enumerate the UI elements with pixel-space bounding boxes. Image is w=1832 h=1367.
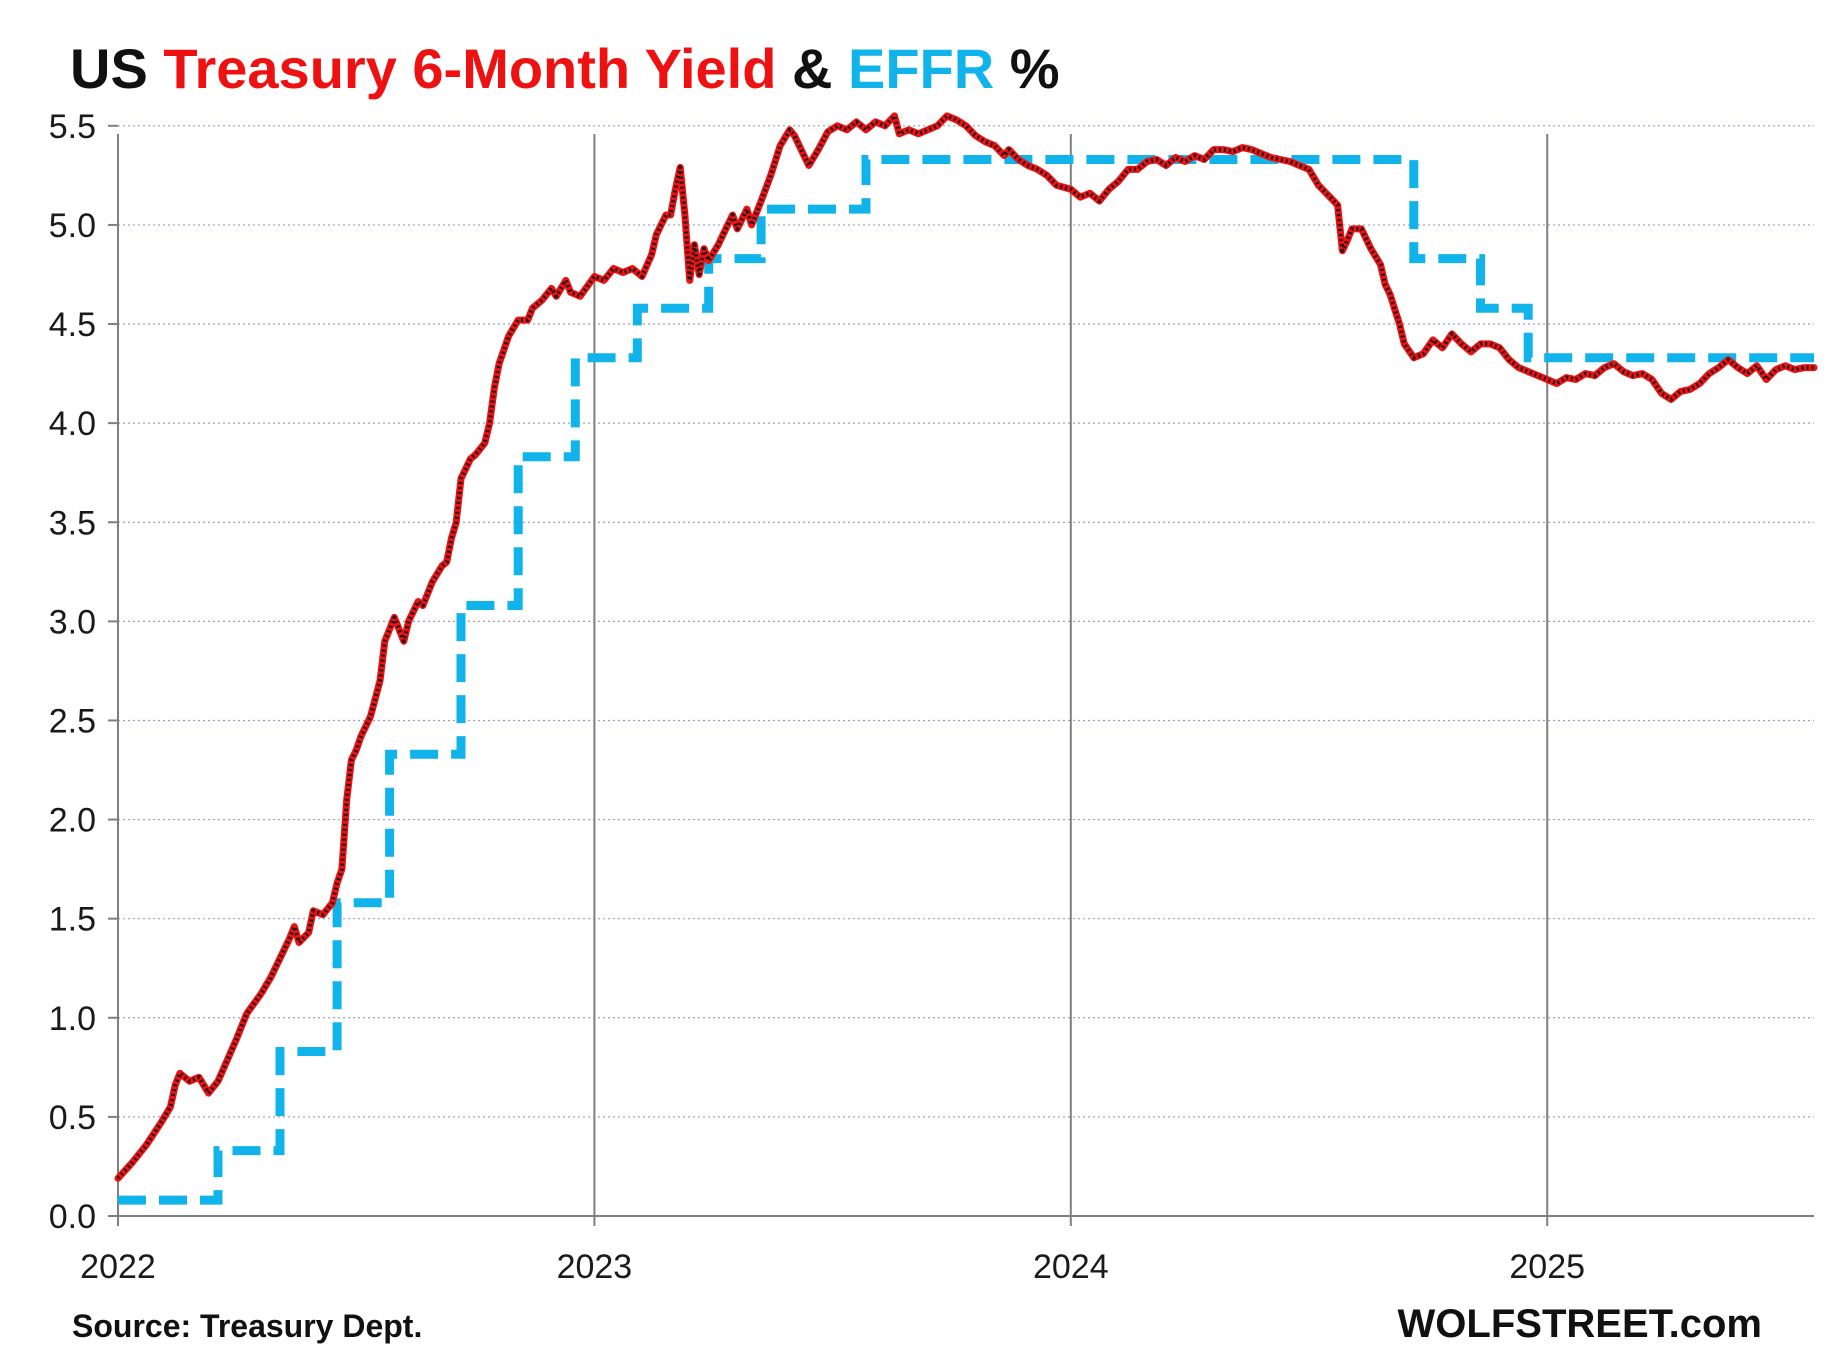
y-tick-labels: 0.0 0.5 1.0 1.5 2.0 2.5 3.0 3.5 4.0 4.5 5.0 5.5 [49,108,96,1236]
year-lines [593,134,1549,1216]
title-treasury: Treasury 6-Month Yield [163,37,776,100]
x-tick-label: 2022 [80,1248,156,1286]
treasury-yield-dots [116,113,1814,1180]
y-tick-label: 5.0 [49,207,96,245]
y-tick-label: 4.0 [49,405,96,443]
y-tick-label: 2.0 [49,802,96,840]
treasury-yield-line [114,112,1818,1182]
x-tick-label: 2024 [1033,1248,1109,1286]
effr-line [118,155,1814,1205]
source-label: Source: Treasury Dept. [72,1308,422,1344]
x-tick-label: 2023 [557,1248,633,1286]
y-tick-label: 0.5 [49,1099,96,1137]
title-percent: % [994,37,1059,100]
brand-label: WOLFSTREET.com [1398,1302,1762,1346]
x-tick-labels: 2022 2023 2024 2025 [80,1248,1585,1286]
y-tick-label: 1.0 [49,1000,96,1038]
y-tick-label: 0.0 [49,1198,96,1236]
y-tick-label: 3.5 [49,504,96,542]
y-tick-label: 4.5 [49,306,96,344]
series [114,112,1818,1205]
title-us: US [70,37,163,100]
title-effr: EFFR [848,37,994,100]
x-tick-label: 2025 [1509,1248,1585,1286]
y-tick-label: 2.5 [49,702,96,740]
axes [108,124,1814,1226]
gridlines [118,125,1814,1118]
y-tick-label: 1.5 [49,901,96,939]
chart-title: US Treasury 6-Month Yield & EFFR % [70,37,1060,100]
title-amp: & [776,37,848,100]
y-tick-label: 5.5 [49,108,96,146]
y-tick-label: 3.0 [49,603,96,641]
